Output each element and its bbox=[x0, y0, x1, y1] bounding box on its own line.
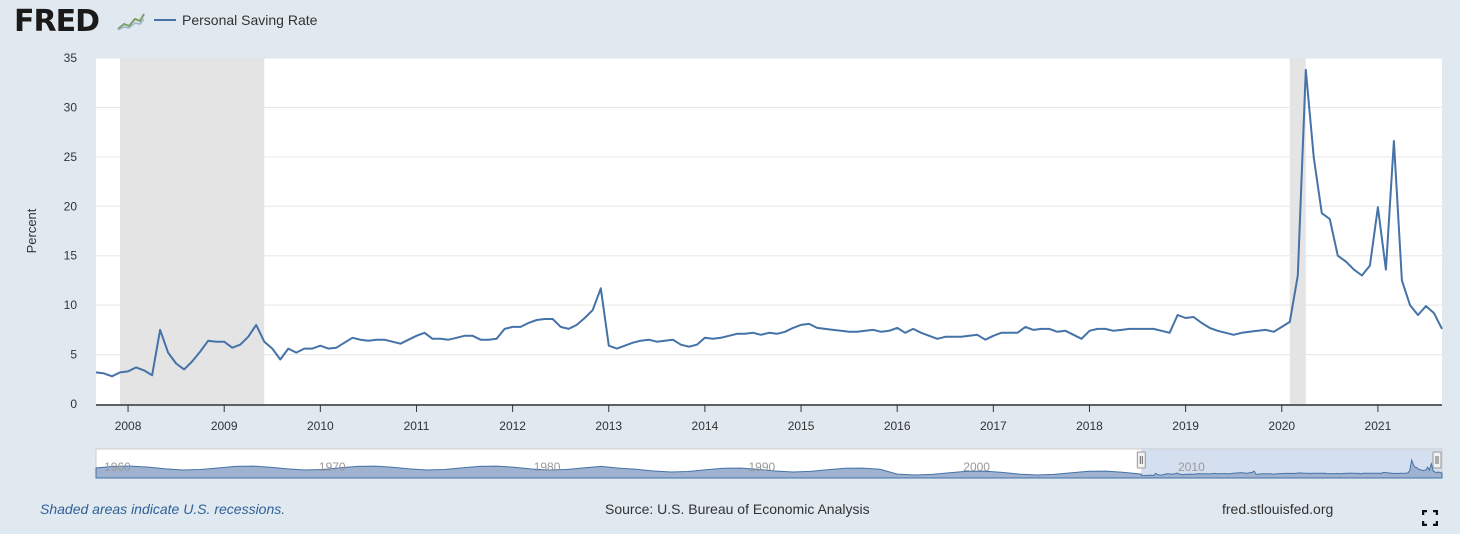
x-tick-label: 2009 bbox=[211, 419, 238, 433]
recession-note: Shaded areas indicate U.S. recessions. bbox=[40, 501, 286, 517]
x-tick-label: 2010 bbox=[307, 419, 334, 433]
fred-logo-graph-icon bbox=[116, 10, 146, 32]
recession-shading bbox=[120, 58, 1306, 404]
x-tick-label: 2012 bbox=[499, 419, 526, 433]
navigator-handle-left[interactable] bbox=[1136, 451, 1146, 469]
navigator-handle-right[interactable] bbox=[1432, 451, 1442, 469]
legend[interactable]: Personal Saving Rate bbox=[154, 12, 317, 28]
x-tick-label: 2016 bbox=[884, 419, 911, 433]
y-tick-label: 0 bbox=[70, 397, 77, 411]
navigator-label: 1970 bbox=[319, 460, 346, 474]
navigator-label: 2000 bbox=[963, 460, 990, 474]
y-tick-label: 5 bbox=[70, 348, 77, 362]
series-line-personal-saving-rate[interactable] bbox=[95, 68, 1443, 378]
gridlines bbox=[96, 57, 1442, 356]
site-link[interactable]: fred.stlouisfed.org bbox=[1222, 501, 1334, 517]
x-tick-label: 2020 bbox=[1268, 419, 1295, 433]
y-tick-label: 15 bbox=[64, 249, 78, 263]
y-tick-label: 20 bbox=[64, 199, 78, 213]
legend-label: Personal Saving Rate bbox=[182, 12, 318, 28]
fred-logo[interactable]: FRED bbox=[14, 4, 100, 39]
x-tick-label: 2013 bbox=[595, 419, 622, 433]
navigator-series-area bbox=[95, 458, 1443, 479]
y-axis-label: Percent bbox=[24, 208, 39, 253]
y-tick-label: 30 bbox=[64, 100, 78, 114]
fullscreen-icon[interactable] bbox=[1422, 510, 1438, 526]
recession-band-0 bbox=[120, 58, 265, 404]
x-tick-label: 2021 bbox=[1365, 419, 1392, 433]
x-tick-label: 2018 bbox=[1076, 419, 1103, 433]
navigator-label: 2010 bbox=[1178, 460, 1205, 474]
x-tick-label: 2011 bbox=[404, 419, 430, 433]
y-tick-label: 25 bbox=[64, 150, 78, 164]
y-tick-label: 35 bbox=[64, 51, 78, 65]
navigator-label: 1980 bbox=[534, 460, 561, 474]
x-tick-label: 2019 bbox=[1172, 419, 1199, 433]
x-tick-label: 2014 bbox=[692, 419, 719, 433]
navigator-label: 1960 bbox=[104, 460, 131, 474]
range-navigator[interactable]: 1960 1970 1980 1990 2000 2010 bbox=[95, 448, 1443, 479]
navigator-label: 1990 bbox=[748, 460, 775, 474]
chart-header: FRED Personal Saving Rate bbox=[0, 0, 1460, 44]
x-tick-label: 2008 bbox=[115, 419, 142, 433]
recession-band-1 bbox=[1289, 58, 1306, 404]
x-tick-label: 2015 bbox=[788, 419, 815, 433]
legend-swatch bbox=[154, 19, 176, 21]
y-axis: 0 5 10 15 20 25 30 35 bbox=[64, 51, 78, 411]
x-tick-label: 2017 bbox=[980, 419, 1007, 433]
source-note: Source: U.S. Bureau of Economic Analysis bbox=[605, 501, 870, 517]
y-tick-label: 10 bbox=[64, 298, 78, 312]
x-axis: 2008 2009 2010 2011 2012 2013 2014 2015 2016 2017… bbox=[96, 404, 1442, 433]
